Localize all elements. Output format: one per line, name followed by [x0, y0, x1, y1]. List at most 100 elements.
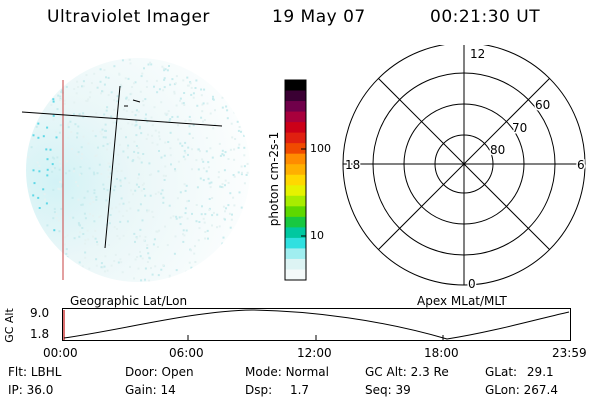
emission-pixel: [129, 62, 132, 65]
colorbar-tick-100: 100: [310, 142, 331, 155]
colorbar-swatch: [285, 206, 306, 218]
emission-pixel: [139, 90, 142, 93]
emission-pixel: [95, 154, 98, 157]
emission-pixel: [94, 135, 97, 138]
emission-pixel: [236, 120, 239, 123]
emission-pixel: [36, 161, 39, 164]
emission-pixel: [146, 247, 149, 249]
emission-pixel: [92, 235, 94, 238]
emission-pixel: [56, 108, 59, 111]
emission-pixel: [206, 102, 209, 105]
emission-pixel: [207, 161, 210, 164]
colorbar-swatch: [285, 111, 306, 123]
colorbar-swatch: [285, 195, 306, 207]
emission-pixel: [112, 121, 115, 124]
emission-pixel: [76, 184, 79, 187]
emission-pixel: [122, 215, 125, 217]
emission-pixel: [138, 173, 140, 176]
emission-pixel: [60, 216, 63, 219]
emission-pixel: [148, 256, 151, 259]
time-tick-0000: 00:00: [43, 346, 78, 360]
emission-pixel: [164, 225, 167, 228]
emission-pixel: [163, 86, 166, 89]
emission-pixel: [110, 91, 113, 94]
emission-pixel: [162, 67, 165, 70]
emission-pixel: [190, 93, 193, 96]
colorbar-swatch: [285, 164, 306, 176]
emission-pixel: [202, 102, 205, 105]
info-gain: Gain: 14: [125, 383, 176, 397]
emission-pixel: [78, 223, 81, 226]
emission-pixel: [198, 227, 201, 230]
emission-pixel: [205, 150, 208, 153]
emission-pixel: [202, 120, 204, 123]
emission-pixel: [204, 231, 207, 233]
emission-pixel: [73, 167, 76, 170]
emission-pixel: [113, 99, 116, 102]
emission-pixel: [85, 74, 88, 77]
emission-pixel: [243, 165, 246, 168]
emission-pixel: [179, 97, 182, 100]
emission-pixel: [95, 195, 98, 198]
emission-pixel: [33, 182, 36, 185]
emission-pixel: [138, 157, 141, 160]
emission-pixel: [78, 261, 81, 264]
grid-line-latitude: [21, 111, 223, 127]
emission-pixel: [46, 168, 49, 171]
emission-pixel: [93, 72, 96, 75]
earth-disk: [26, 58, 250, 282]
time-tick-2359: 23:59: [552, 346, 587, 360]
emission-pixel: [201, 103, 204, 106]
lat-label-70: 70: [512, 121, 527, 135]
emission-pixel: [86, 190, 89, 193]
colorbar-swatch: [285, 216, 306, 228]
emission-pixel: [216, 213, 219, 216]
emission-pixel: [131, 123, 134, 126]
emission-pixel: [84, 242, 87, 245]
emission-pixel: [55, 136, 58, 139]
emission-pixel: [119, 83, 122, 86]
emission-pixel: [65, 172, 67, 175]
emission-pixel: [80, 146, 83, 149]
emission-pixel: [79, 231, 82, 234]
emission-pixel: [204, 237, 207, 240]
emission-pixel: [186, 84, 189, 87]
emission-pixel: [158, 229, 161, 232]
emission-pixel: [189, 82, 192, 85]
emission-pixel: [202, 167, 205, 170]
emission-pixel: [144, 235, 147, 238]
emission-pixel: [107, 162, 110, 165]
emission-pixel: [207, 237, 209, 240]
emission-pixel: [196, 186, 199, 189]
emission-pixel: [232, 174, 235, 176]
emission-pixel: [156, 230, 159, 233]
emission-pixel: [189, 119, 192, 122]
emission-pixel: [95, 258, 98, 261]
emission-pixel: [193, 252, 196, 255]
time-tick-1800: 18:00: [424, 346, 459, 360]
emission-pixel: [58, 230, 61, 233]
emission-pixel: [107, 94, 110, 97]
colorbar-swatch: [285, 174, 306, 186]
emission-pixel: [160, 156, 163, 159]
emission-pixel: [55, 130, 58, 133]
emission-pixel: [241, 171, 243, 174]
emission-pixel: [105, 109, 108, 112]
emission-pixel: [108, 165, 111, 168]
emission-pixel: [86, 229, 89, 232]
emission-pixel: [140, 189, 143, 192]
emission-pixel: [141, 257, 144, 260]
emission-pixel: [88, 96, 91, 99]
emission-pixel: [222, 236, 225, 239]
emission-pixel: [160, 101, 163, 104]
emission-pixel: [133, 150, 136, 153]
time-tick-1200: 12:00: [297, 346, 332, 360]
emission-pixel: [30, 146, 33, 149]
emission-pixel: [136, 256, 139, 258]
emission-pixel: [237, 146, 240, 149]
emission-pixel: [231, 136, 234, 139]
emission-pixel: [223, 169, 226, 172]
emission-pixel: [118, 72, 121, 75]
emission-pixel: [137, 209, 140, 212]
emission-pixel: [166, 244, 169, 247]
